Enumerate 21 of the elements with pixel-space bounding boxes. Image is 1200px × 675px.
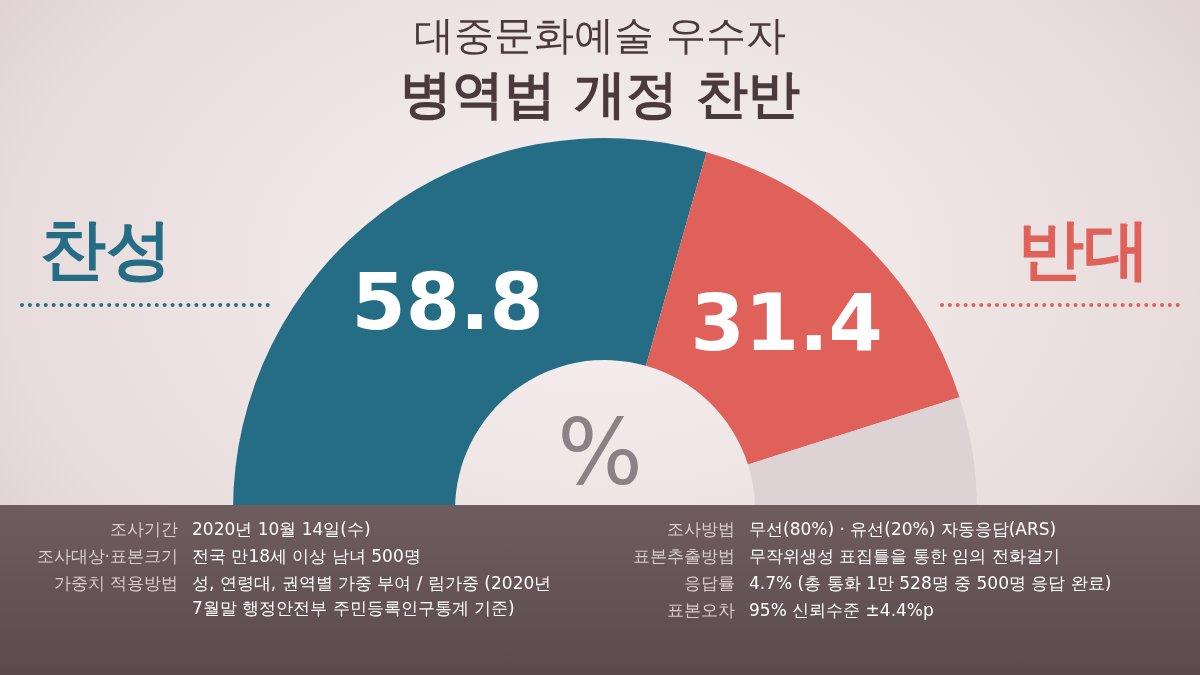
text: 조사방법 <box>666 518 735 541</box>
data-label: 31.4 <box>690 277 883 368</box>
text: 95% 신뢰수준 ±4.4%p <box>749 599 935 622</box>
slice-label: 찬성 <box>39 210 173 290</box>
text: 가중치 적용방법 <box>52 572 178 595</box>
data-label: 58.8 <box>351 256 544 347</box>
chart-title: 병역법 개정 찬반 <box>398 63 802 126</box>
text: 성, 연령대, 권역별 가중 부여 / 림가중 (2020년 7월말 행정안전부 주민등록인구통계 기준) <box>192 572 552 620</box>
chart-subtitle: 대중문화예술 우수자 <box>412 11 788 60</box>
text: 표본오차 <box>666 599 735 622</box>
text: 표본추출방법 <box>632 545 735 568</box>
text: 응답률 <box>684 573 735 593</box>
text: 무작위생성 표집틀을 통한 임의 전화걸기 <box>749 545 1061 568</box>
text: 4.7% (총 통화 1만 528명 중 500명 응답 완료) <box>749 572 1113 595</box>
text: 조사대상·표본크기 <box>35 545 178 568</box>
text: 2020년 10월 14일(수) <box>192 518 372 541</box>
text: 전국 만18세 이상 남녀 500명 <box>192 545 422 568</box>
text: 무선(80%) · 유선(20%) 자동응답(ARS) <box>749 518 1058 541</box>
text: % <box>556 400 644 505</box>
slice-label: 반대 <box>1017 210 1151 290</box>
text: 조사기간 <box>109 518 178 541</box>
